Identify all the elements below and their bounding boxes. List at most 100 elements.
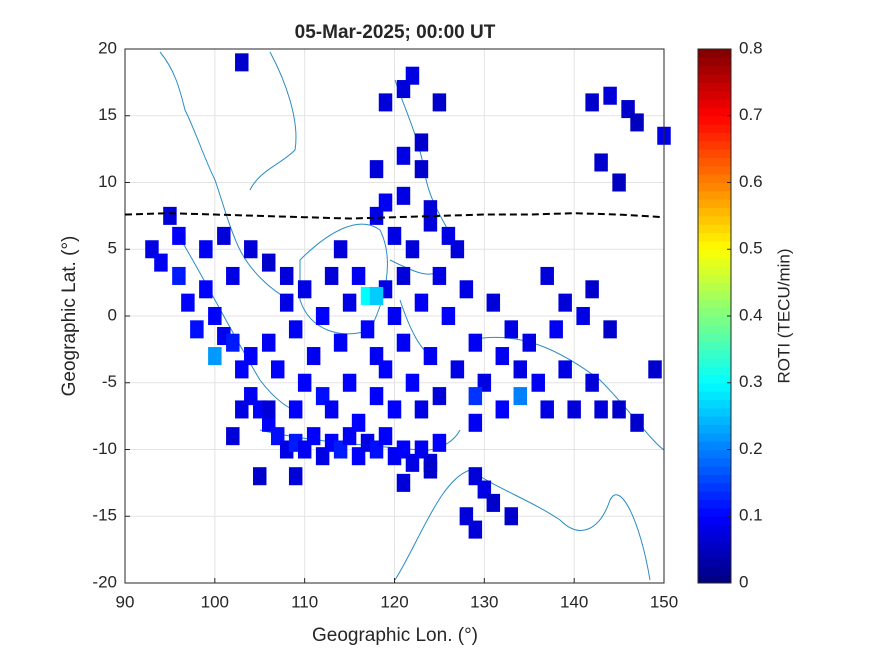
y-tick-label: 5 [108,239,117,258]
roti-cell [244,240,258,259]
roti-cell [612,173,626,192]
colorbar-step [698,524,731,534]
x-tick-label: 110 [291,592,318,611]
roti-cell [405,240,420,259]
colorbar-step [698,124,731,133]
colorbar-step [698,232,731,242]
y-tick-label: 10 [98,172,117,191]
roti-cell [486,293,501,312]
roti-cell [531,373,545,392]
roti-cell [504,320,519,339]
roti-cell [261,400,276,419]
roti-cell [387,400,402,419]
x-tick-label: 90 [116,592,135,611]
colorbar-step [698,416,731,425]
roti-cell [441,306,456,326]
colorbar-step [698,466,731,476]
roti-cell [324,266,339,285]
dip-equator-line [124,212,665,220]
roti-cell [468,333,483,352]
colorbar-step [698,441,731,450]
roti-cell [414,400,429,419]
colorbar-tick-label: 0.2 [739,439,763,458]
colorbar-tick-label: 0.7 [739,105,763,124]
colorbar-step [698,357,731,367]
roti-cell [513,387,528,406]
roti-cell [648,360,662,379]
roti-cell [549,320,563,339]
roti-cell [199,240,213,259]
colorbar-step [698,532,731,542]
roti-cell [459,280,474,299]
roti-cell [315,306,330,326]
colorbar-step [698,482,731,492]
roti-cell [594,153,608,172]
roti-cell [235,53,249,72]
roti-cell [297,373,312,392]
colorbar-step [698,140,731,150]
coastline [249,51,297,191]
roti-cell [540,400,554,419]
roti-cell [342,373,357,392]
roti-cell [540,266,554,285]
roti-cell [585,373,599,392]
roti-cell [181,293,195,312]
roti-cell [567,400,581,419]
x-tick-label: 140 [560,592,588,611]
colorbar-step [698,82,731,92]
roti-cell [306,427,321,446]
y-tick-label: 20 [98,38,117,57]
roti-cell [432,93,447,112]
colorbar-step [698,516,731,526]
roti-cell [369,286,384,305]
colorbar-tick-label: 0.6 [739,172,763,191]
coastline [394,469,651,581]
colorbar-step [698,382,731,392]
colorbar-step [698,115,731,125]
roti-cell [306,347,321,366]
roti-cell [163,206,177,225]
colorbar-step [698,449,731,459]
roti-cell [396,146,411,165]
roti-cell [154,253,168,272]
roti-cell [253,467,267,486]
roti-cell [369,206,384,225]
colorbar-step [698,499,731,509]
colorbar-step [698,174,731,183]
y-tick-label: -15 [92,506,117,525]
x-tick-label: 100 [201,592,229,611]
roti-cell [486,493,501,512]
y-tick-label: -5 [102,372,117,391]
colorbar-label: ROTI (TECU/min) [774,248,793,383]
colorbar-step [698,432,731,442]
roti-cell [558,293,572,312]
colorbar-step [698,349,731,359]
roti-cell [468,413,483,432]
colorbar-step [698,407,731,417]
y-axis-label: Geographic Lat. (°) [59,236,80,397]
colorbar-step [698,332,731,342]
roti-cell [414,293,429,312]
roti-cell [387,306,402,326]
roti-cell [414,160,429,179]
roti-cell [297,280,312,299]
x-tick-label: 120 [380,592,408,611]
colorbar-step [698,474,731,484]
roti-cell [423,460,438,479]
colorbar-step [698,90,731,100]
colorbar-step [698,374,731,384]
roti-cell [378,427,393,446]
colorbar-step [698,249,731,259]
coastline [159,51,291,301]
roti-cell [423,213,438,232]
roti-cell [468,387,483,406]
colorbar-step [698,324,731,334]
data-cells [145,53,671,539]
colorbar-step [698,299,731,309]
colorbar-step [698,541,731,551]
roti-cell [387,226,402,245]
colorbar-step [698,65,731,75]
roti-cell [495,347,510,366]
roti-cell [522,333,536,352]
